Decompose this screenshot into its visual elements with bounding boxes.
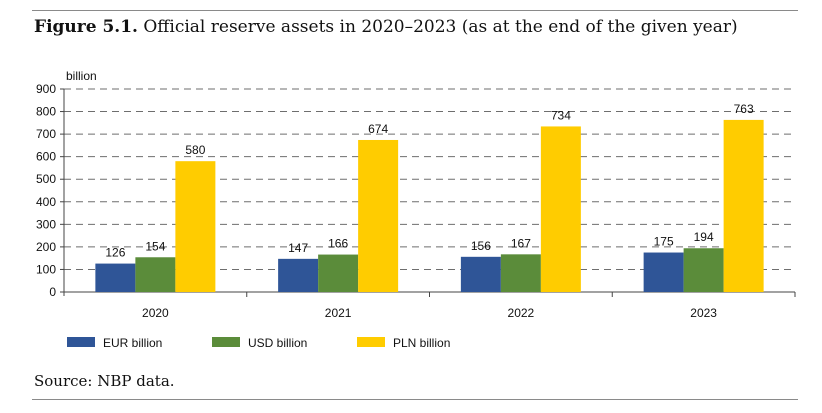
y-tick-label: 900 <box>36 82 56 96</box>
legend: EUR billion USD billion PLN billion <box>67 336 450 350</box>
y-tick-label: 0 <box>49 285 56 299</box>
y-axis-unit-label: billion <box>66 69 97 83</box>
data-label: 156 <box>471 239 491 253</box>
data-labels: 126 154 580 147 166 674 156 167 734 175 194 763 <box>105 102 754 260</box>
data-label: 167 <box>511 236 531 250</box>
data-label: 194 <box>694 230 714 244</box>
bar <box>318 254 359 292</box>
bar <box>723 119 764 292</box>
bar <box>278 258 319 292</box>
bar <box>500 254 541 292</box>
legend-swatch <box>357 337 385 347</box>
data-label: 175 <box>654 235 674 249</box>
data-label: 580 <box>185 143 205 157</box>
figure-title: Figure 5.1. Official reserve assets in 2… <box>34 17 738 37</box>
bar <box>135 257 176 292</box>
y-tick-label: 600 <box>36 150 56 164</box>
data-label: 154 <box>145 239 165 253</box>
x-tick-label: 2020 <box>142 306 169 320</box>
figure-title-text: Official reserve assets in 2020–2023 (as… <box>143 17 738 37</box>
y-tick-label: 100 <box>36 262 56 276</box>
legend-swatch <box>212 337 240 347</box>
bar <box>460 256 501 292</box>
data-label: 674 <box>368 122 388 136</box>
legend-label: EUR billion <box>103 336 162 350</box>
bar <box>175 161 216 292</box>
top-rule <box>32 10 798 11</box>
bars <box>95 119 764 292</box>
y-tick-label: 800 <box>36 105 56 119</box>
bar <box>540 126 581 292</box>
legend-swatch <box>67 337 95 347</box>
x-tick-label: 2022 <box>508 306 535 320</box>
data-label: 147 <box>288 241 308 255</box>
y-tick-label: 200 <box>36 240 56 254</box>
y-tick-label: 300 <box>36 217 56 231</box>
y-tick-label: 400 <box>36 195 56 209</box>
y-tick-label: 500 <box>36 172 56 186</box>
legend-label: PLN billion <box>393 336 450 350</box>
source-note: Source: NBP data. <box>34 372 175 390</box>
figure-label: Figure 5.1. <box>34 17 138 37</box>
x-tick-label: 2023 <box>690 306 717 320</box>
x-tick-label: 2021 <box>325 306 352 320</box>
data-label: 126 <box>105 246 125 260</box>
bar <box>683 248 724 292</box>
bar <box>643 252 684 292</box>
gridlines <box>64 88 795 270</box>
bar <box>95 263 136 292</box>
data-label: 734 <box>551 108 571 122</box>
legend-label: USD billion <box>248 336 307 350</box>
bottom-rule <box>32 399 798 400</box>
data-label: 763 <box>734 102 754 116</box>
y-tick-label: 700 <box>36 127 56 141</box>
bar <box>358 139 399 292</box>
data-label: 166 <box>328 237 348 251</box>
